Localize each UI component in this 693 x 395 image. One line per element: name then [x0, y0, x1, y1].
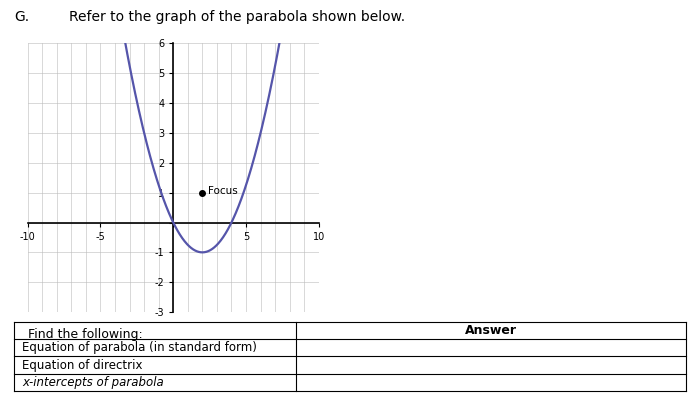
Text: Find the following:: Find the following: — [28, 328, 143, 341]
Text: Equation of parabola (in standard form): Equation of parabola (in standard form) — [22, 341, 257, 354]
Text: Focus: Focus — [208, 186, 238, 196]
Text: Answer: Answer — [465, 324, 517, 337]
Text: G.: G. — [14, 10, 29, 24]
Text: Refer to the graph of the parabola shown below.: Refer to the graph of the parabola shown… — [69, 10, 405, 24]
Text: Equation of directrix: Equation of directrix — [22, 359, 143, 372]
Text: x-intercepts of parabola: x-intercepts of parabola — [22, 376, 164, 389]
